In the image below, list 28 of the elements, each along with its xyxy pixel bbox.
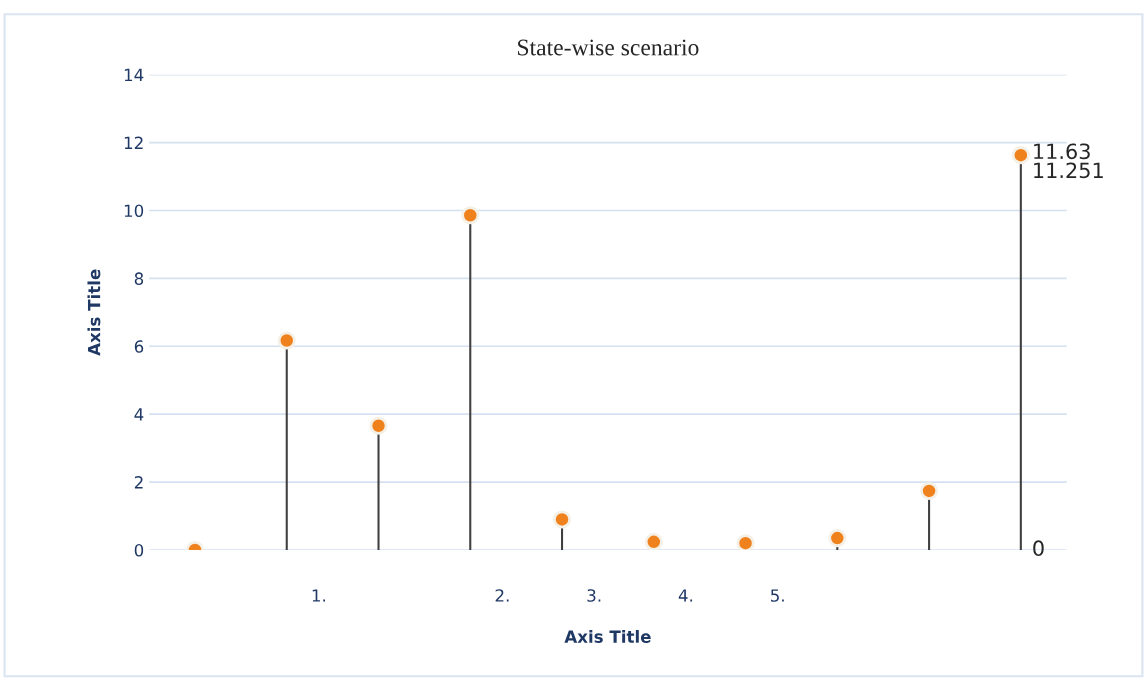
x-tick-label: 3. bbox=[587, 589, 601, 602]
annotation: 11.251 bbox=[1034, 162, 1103, 179]
point bbox=[736, 534, 755, 550]
y-tick-label: 4 bbox=[134, 408, 144, 421]
annotation: 11.63 bbox=[1034, 143, 1090, 160]
x-tick-label: 5. bbox=[771, 589, 784, 602]
y-axis-title: Axis Title bbox=[87, 269, 101, 356]
x-tick-label: 1. bbox=[312, 589, 326, 602]
x-tick-label: 4. bbox=[678, 589, 693, 602]
point bbox=[553, 510, 572, 529]
point bbox=[461, 206, 480, 225]
point bbox=[644, 532, 663, 550]
y-tick-label: 6 bbox=[134, 340, 144, 353]
point bbox=[369, 416, 388, 435]
y-tick-label: 8 bbox=[134, 272, 144, 285]
point bbox=[828, 529, 847, 548]
y-tick-label: 0 bbox=[134, 543, 144, 557]
y-tick-label: 12 bbox=[124, 136, 143, 149]
y-tick-label: 2 bbox=[134, 476, 143, 489]
y-tick-label: 14 bbox=[124, 68, 144, 82]
point bbox=[277, 331, 296, 350]
y-tick-label: 10 bbox=[124, 204, 144, 218]
point bbox=[1011, 146, 1030, 165]
annotation: 0 bbox=[1033, 540, 1044, 557]
chart-title: State-wise scenario bbox=[518, 39, 699, 56]
x-axis-title: Axis Title bbox=[564, 630, 651, 643]
x-tick-label: 2. bbox=[495, 589, 509, 602]
point bbox=[920, 481, 939, 500]
